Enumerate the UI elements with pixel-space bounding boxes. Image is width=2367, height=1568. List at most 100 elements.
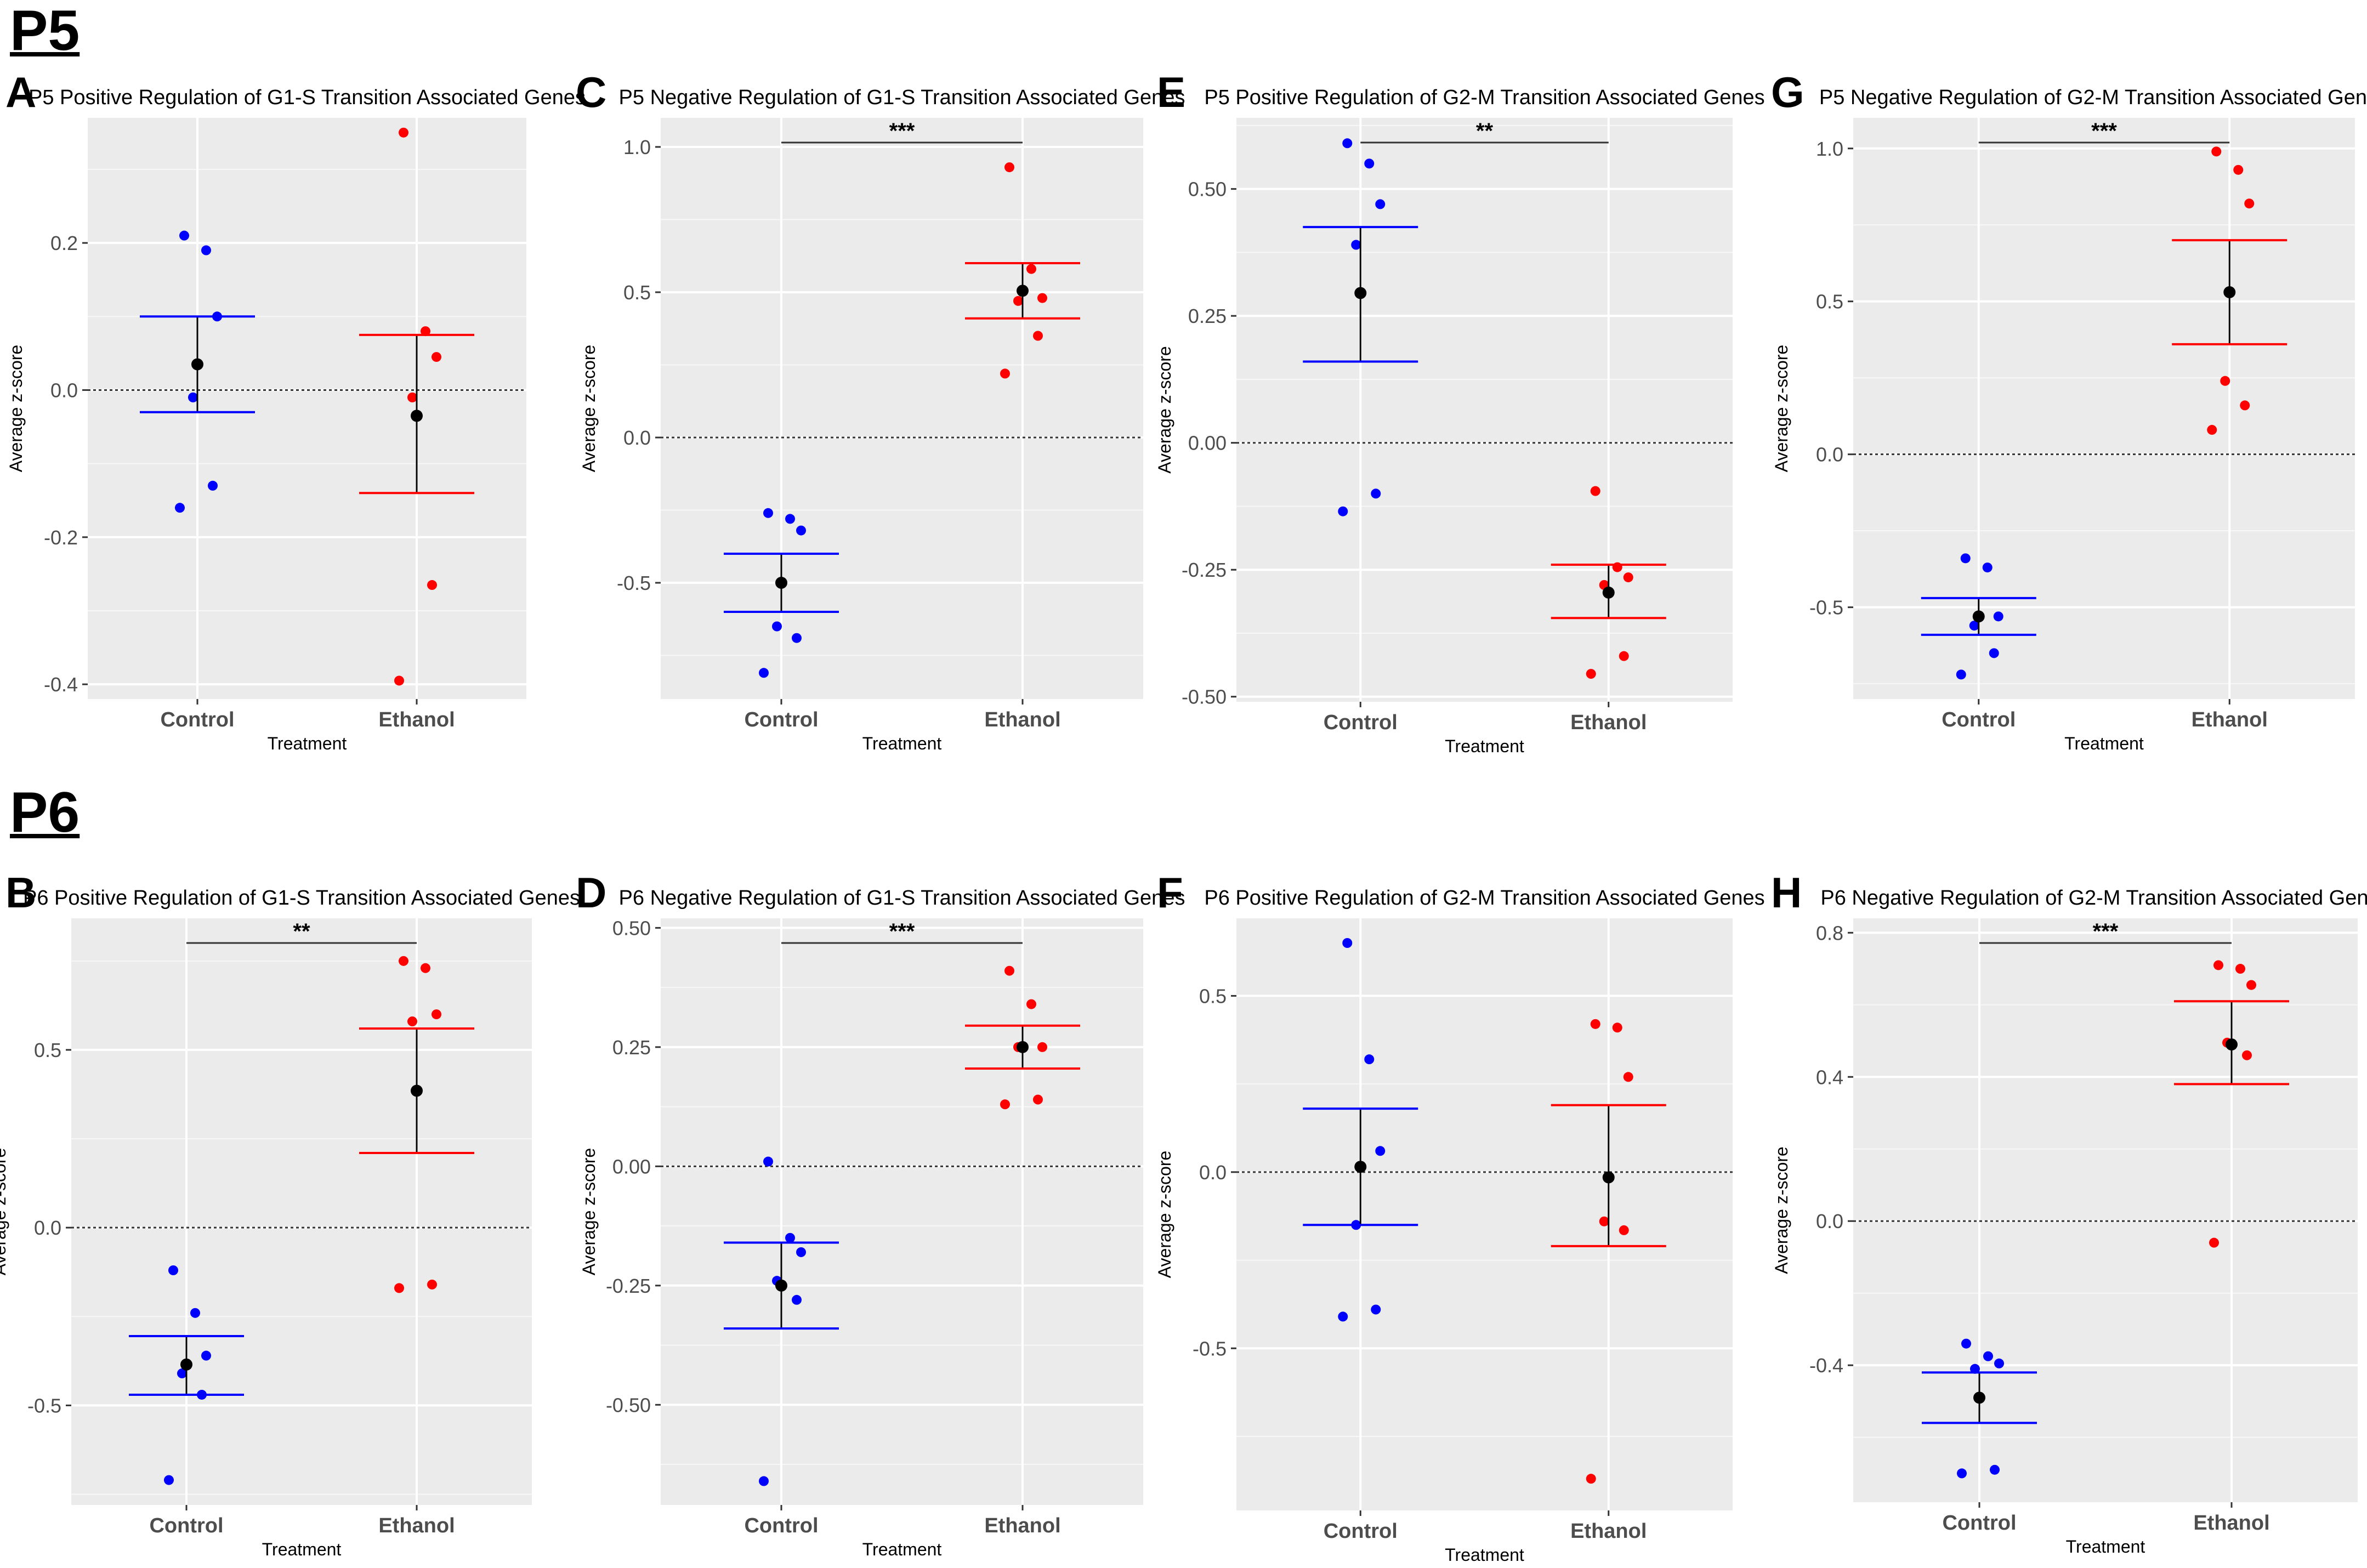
x-tick-label: Ethanol <box>2192 708 2268 731</box>
panel-letter: H <box>1771 868 1802 917</box>
data-point-ethanol <box>2240 400 2250 411</box>
data-point-control <box>1375 199 1386 209</box>
significance-label: ** <box>1476 119 1494 143</box>
data-point-control <box>164 1475 174 1485</box>
data-point-control <box>1364 158 1375 169</box>
y-tick-label: 0.5 <box>1199 985 1227 1007</box>
chart-svg: C P5 Negative Regulation of G1-S Transiti… <box>576 68 1185 753</box>
y-tick-label: -0.2 <box>44 526 78 549</box>
chart-title: P6 Negative Regulation of G2-M Transitio… <box>1820 887 2367 910</box>
data-point-control <box>188 392 198 402</box>
y-tick-label: -0.5 <box>1809 596 1843 619</box>
mean-point <box>411 1084 423 1097</box>
y-tick-label: 0.25 <box>612 1036 651 1059</box>
y-axis-title: Average z-score <box>0 1148 9 1275</box>
plot-background <box>1853 118 2355 699</box>
data-point-control <box>1957 1468 1967 1479</box>
mean-point <box>191 358 203 371</box>
data-point-ethanol <box>2233 164 2244 175</box>
data-point-control <box>792 1294 802 1305</box>
plot-background <box>661 918 1143 1505</box>
data-point-control <box>763 1156 773 1167</box>
y-tick-label: -0.4 <box>1809 1354 1843 1377</box>
data-point-ethanol <box>2211 146 2222 157</box>
y-axis-title: Average z-score <box>579 345 599 472</box>
data-point-control <box>796 525 806 536</box>
data-point-ethanol <box>427 580 437 590</box>
y-axis-title: Average z-score <box>1772 1146 1791 1274</box>
x-axis-title: Treatment <box>862 734 942 753</box>
panel-b: B P6 Positive Regulation of G1-S Transiti… <box>0 855 580 1568</box>
data-point-control <box>177 1368 187 1379</box>
plot-background <box>1236 118 1733 702</box>
data-point-ethanol <box>432 1009 441 1020</box>
y-tick-label: 0.0 <box>623 427 651 449</box>
y-tick-label: -0.4 <box>44 673 78 696</box>
panel-d: D P6 Negative Regulation of G1-S Transiti… <box>570 855 1185 1568</box>
data-point-control <box>1342 138 1353 149</box>
data-point-ethanol <box>1586 669 1596 679</box>
chart-title: P6 Negative Regulation of G1-S Transitio… <box>619 887 1185 910</box>
data-point-ethanol <box>2235 964 2245 974</box>
data-point-control <box>1969 621 1979 631</box>
data-point-ethanol <box>1590 1019 1600 1029</box>
data-point-ethanol <box>1000 368 1010 379</box>
data-point-ethanol <box>1026 999 1036 1009</box>
x-tick-label: Control <box>1942 708 2016 731</box>
y-tick-label: 0.50 <box>1188 178 1227 201</box>
data-point-ethanol <box>1000 1099 1010 1110</box>
data-point-control <box>1960 553 1971 564</box>
mean-point <box>775 1279 787 1292</box>
mean-point <box>1017 1041 1029 1053</box>
x-tick-label: Ethanol <box>378 708 455 731</box>
data-point-ethanol <box>2207 425 2217 435</box>
x-axis-title: Treatment <box>862 1539 942 1559</box>
panel-h: H P6 Negative Regulation of G2-M Transiti… <box>1766 855 2367 1568</box>
panel-a: A P5 Positive Regulation of G1-S Transiti… <box>0 55 586 784</box>
y-tick-label: -0.25 <box>606 1275 651 1297</box>
mean-point <box>1972 610 1985 623</box>
data-point-ethanol <box>1004 162 1014 173</box>
y-tick-label: -0.5 <box>617 572 651 594</box>
data-point-ethanol <box>1619 1225 1629 1235</box>
data-point-ethanol <box>2246 980 2256 990</box>
significance-label: ** <box>293 919 310 944</box>
panel-letter: C <box>576 68 606 116</box>
data-point-ethanol <box>421 963 430 973</box>
data-point-control <box>796 1247 806 1257</box>
y-tick-label: 0.25 <box>1188 305 1227 327</box>
mean-point <box>1602 586 1615 599</box>
data-point-control <box>772 621 782 632</box>
x-tick-label: Ethanol <box>1570 711 1647 734</box>
x-tick-label: Ethanol <box>378 1514 455 1537</box>
mean-point <box>2226 1038 2238 1051</box>
y-tick-label: 0.4 <box>1816 1066 1843 1088</box>
data-point-ethanol <box>399 956 408 966</box>
y-tick-label: -0.50 <box>1182 686 1227 708</box>
data-point-ethanol <box>2244 198 2255 209</box>
data-point-ethanol <box>399 127 408 138</box>
data-point-ethanol <box>2209 1237 2219 1248</box>
y-tick-label: 1.0 <box>623 136 651 158</box>
significance-label: *** <box>2093 919 2119 944</box>
data-point-ethanol <box>1013 296 1023 306</box>
panel-c: C P5 Negative Regulation of G1-S Transiti… <box>570 55 1185 784</box>
data-point-control <box>1989 648 1999 658</box>
data-point-ethanol <box>427 1279 437 1289</box>
data-point-ethanol <box>1586 1474 1596 1484</box>
y-axis-title: Average z-score <box>6 345 26 472</box>
y-tick-label: 0.50 <box>612 917 651 939</box>
data-point-ethanol <box>1037 1042 1047 1052</box>
data-point-ethanol <box>394 675 404 686</box>
significance-label: *** <box>889 119 915 143</box>
y-tick-label: 0.0 <box>1816 444 1843 466</box>
data-point-control <box>1956 669 1966 680</box>
data-point-control <box>201 245 211 255</box>
data-point-ethanol <box>407 392 417 402</box>
x-tick-label: Control <box>744 708 818 731</box>
data-point-control <box>1961 1338 1971 1349</box>
plot-background <box>1236 918 1733 1510</box>
data-point-ethanol <box>2220 376 2230 386</box>
panel-g: G P5 Negative Regulation of G2-M Transiti… <box>1766 55 2367 784</box>
